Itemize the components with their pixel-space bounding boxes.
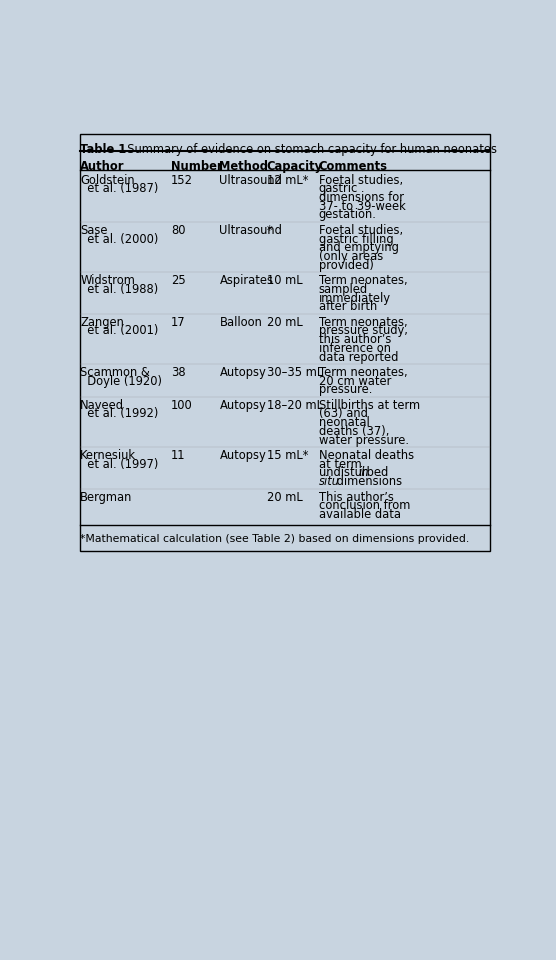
- Text: 37- to 39-week: 37- to 39-week: [319, 200, 405, 213]
- Text: Author: Author: [80, 159, 125, 173]
- Text: provided): provided): [319, 259, 374, 272]
- Text: Foetal studies,: Foetal studies,: [319, 174, 403, 186]
- Text: Term neonates,: Term neonates,: [319, 316, 407, 328]
- Text: Zangen: Zangen: [80, 316, 124, 328]
- Text: 12 mL*: 12 mL*: [267, 174, 308, 186]
- Bar: [80, 133, 490, 551]
- Text: 100: 100: [171, 398, 192, 412]
- Text: gastric filling: gastric filling: [319, 232, 393, 246]
- Text: *: *: [267, 224, 272, 237]
- Text: gastric: gastric: [319, 182, 358, 195]
- Text: Neonatal deaths: Neonatal deaths: [319, 449, 414, 462]
- Text: Number: Number: [171, 159, 222, 173]
- Text: This author’s: This author’s: [319, 491, 394, 504]
- Text: Scammon &: Scammon &: [80, 366, 150, 379]
- Text: Sase: Sase: [80, 224, 108, 237]
- Text: (63) and: (63) and: [319, 407, 368, 420]
- Text: 20 mL: 20 mL: [267, 491, 302, 504]
- Text: and emptying: and emptying: [319, 241, 399, 254]
- Text: water pressure.: water pressure.: [319, 434, 409, 446]
- Text: Aspirates: Aspirates: [220, 275, 274, 287]
- Text: at term,: at term,: [319, 458, 365, 470]
- Text: et al. (1992): et al. (1992): [80, 407, 158, 420]
- Text: Foetal studies,: Foetal studies,: [319, 224, 403, 237]
- Text: Comments: Comments: [319, 159, 388, 173]
- Text: 10 mL: 10 mL: [267, 275, 302, 287]
- Text: Ultrasound: Ultrasound: [220, 174, 282, 186]
- Text: Naveed: Naveed: [80, 398, 125, 412]
- Text: Kernesiuk: Kernesiuk: [80, 449, 136, 462]
- Text: sampled: sampled: [319, 283, 368, 296]
- Text: Ultrasound: Ultrasound: [220, 224, 282, 237]
- Text: Term neonates,: Term neonates,: [319, 275, 407, 287]
- Text: 20 cm water: 20 cm water: [319, 374, 391, 388]
- Text: Doyle (1920): Doyle (1920): [80, 374, 162, 388]
- Text: et al. (2001): et al. (2001): [80, 324, 158, 337]
- Text: dimensions: dimensions: [333, 475, 403, 489]
- Text: Stillbirths at term: Stillbirths at term: [319, 398, 420, 412]
- Text: (only areas: (only areas: [319, 250, 383, 263]
- Text: dimensions for: dimensions for: [319, 191, 404, 204]
- Text: inference on: inference on: [319, 342, 390, 355]
- Text: gestation.: gestation.: [319, 208, 376, 222]
- Text: pressure.: pressure.: [319, 383, 372, 396]
- Text: Capacity: Capacity: [267, 159, 323, 173]
- Text: Bergman: Bergman: [80, 491, 133, 504]
- Text: available data: available data: [319, 508, 400, 521]
- Text: 30–35 mL: 30–35 mL: [267, 366, 323, 379]
- Text: data reported: data reported: [319, 350, 398, 364]
- Text: Autopsy: Autopsy: [220, 398, 266, 412]
- Text: et al. (1988): et al. (1988): [80, 283, 158, 296]
- Text: in: in: [359, 467, 370, 479]
- Text: this author’s: this author’s: [319, 333, 391, 347]
- Text: neonatal: neonatal: [319, 417, 369, 429]
- Text: 11: 11: [171, 449, 185, 462]
- Text: 25: 25: [171, 275, 186, 287]
- Text: Summary of evidence on stomach capacity for human neonates: Summary of evidence on stomach capacity …: [120, 142, 497, 156]
- Text: et al. (2000): et al. (2000): [80, 232, 158, 246]
- Text: Goldstein: Goldstein: [80, 174, 135, 186]
- Text: 20 mL: 20 mL: [267, 316, 302, 328]
- Text: 15 mL*: 15 mL*: [267, 449, 308, 462]
- Text: 18–20 mL: 18–20 mL: [267, 398, 323, 412]
- Text: undisturbed: undisturbed: [319, 467, 391, 479]
- Text: Term neonates,: Term neonates,: [319, 366, 407, 379]
- Text: Balloon: Balloon: [220, 316, 262, 328]
- Text: et al. (1997): et al. (1997): [80, 458, 158, 470]
- Text: 17: 17: [171, 316, 185, 328]
- Text: pressure study,: pressure study,: [319, 324, 408, 337]
- Text: situ: situ: [319, 475, 340, 489]
- Text: Widstrom: Widstrom: [80, 275, 135, 287]
- Text: after birth: after birth: [319, 300, 377, 313]
- Text: Table 1: Table 1: [80, 142, 127, 156]
- Text: 152: 152: [171, 174, 193, 186]
- Text: deaths (37),: deaths (37),: [319, 425, 389, 438]
- Text: 80: 80: [171, 224, 185, 237]
- Text: et al. (1987): et al. (1987): [80, 182, 158, 195]
- Text: *Mathematical calculation (see Table 2) based on dimensions provided.: *Mathematical calculation (see Table 2) …: [80, 535, 469, 544]
- Text: immediately: immediately: [319, 292, 390, 304]
- Text: Autopsy: Autopsy: [220, 449, 266, 462]
- Text: 38: 38: [171, 366, 185, 379]
- Text: conclusion from: conclusion from: [319, 499, 410, 513]
- Text: Autopsy: Autopsy: [220, 366, 266, 379]
- Text: Method: Method: [220, 159, 269, 173]
